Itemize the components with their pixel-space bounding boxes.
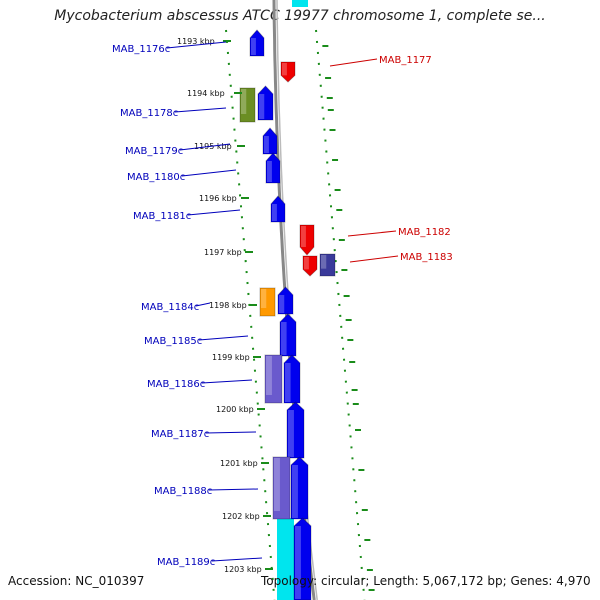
gene-mab-1186c [283, 354, 301, 404]
cyan-segment-top [292, 0, 308, 7]
scale-tick-label: 1199 kbp [212, 353, 250, 362]
leader-line-mab-1186c [201, 379, 253, 384]
leader-line-mab-1182 [347, 230, 397, 237]
gene-feature-purple-2 [272, 456, 291, 520]
scale-tick-label: 1203 kbp [224, 565, 262, 574]
gene-mab-1178c-shine [259, 94, 265, 119]
gene-mab-1180c-shine [267, 161, 272, 182]
inner-dotted-track [225, 29, 276, 600]
gene-mab-1187c-shine [288, 410, 294, 457]
gene-mab-1187c [286, 401, 305, 459]
scale-tick-label: 1194 kbp [187, 89, 225, 98]
scale-tick-label: 1200 kbp [216, 405, 254, 414]
gene-mab-1184c-shine [279, 295, 285, 313]
leader-line-mab-1188c [208, 488, 259, 491]
feature-tracks [225, 0, 366, 600]
gene-feature-orange-shine [261, 289, 267, 308]
gene-mab-1189c [293, 517, 312, 600]
gene-label-mab-1186c: MAB_1186c [147, 379, 205, 390]
gene-mab-1178c [257, 85, 274, 121]
leader-line-mab-1176c [166, 41, 227, 49]
cyan-segment-bottom [277, 518, 294, 600]
gene-label-mab-1176c: MAB_1176c [112, 44, 170, 55]
map-title: Mycobacterium abscessus ATCC 19977 chrom… [54, 8, 546, 24]
gene-label-mab-1189c: MAB_1189c [157, 557, 215, 568]
gene-feature-orange [259, 287, 276, 317]
gene-feature-purple-2-shine [274, 458, 280, 511]
gene-mab-1181c [270, 195, 286, 223]
gene-mab-1181c-shine [272, 204, 277, 221]
leader-line-mab-1177 [329, 58, 378, 67]
gene-label-mab-1184c: MAB_1184c [141, 302, 199, 313]
gene-label-mab-1179c: MAB_1179c [125, 146, 183, 157]
leader-line-mab-1184c [195, 302, 211, 307]
scale-tick-label: 1202 kbp [222, 512, 260, 521]
genome-summary-text: Topology: circular; Length: 5,067,172 bp… [261, 574, 591, 588]
leader-line-mab-1178c [174, 107, 227, 113]
gene-label-mab-1187c: MAB_1187c [151, 429, 209, 440]
gene-mab-1179c-shine [264, 136, 269, 153]
gene-label-mab-1177: MAB_1177 [379, 55, 432, 66]
gene-label-mab-1180c: MAB_1180c [127, 172, 185, 183]
gene-mab-1182b-shine [304, 257, 309, 270]
gene-label-mab-1185c: MAB_1185c [144, 336, 202, 347]
gene-features [239, 29, 336, 600]
gene-mab-1180c [265, 152, 281, 184]
gene-mab-1179c [262, 127, 278, 155]
gene-labels: MAB_1176c MAB_1177 MAB_1178c MAB_1179c MAB_1… [112, 41, 453, 568]
leader-line-mab-1179c [179, 143, 231, 151]
gene-label-mab-1188c: MAB_1188c [154, 486, 212, 497]
gene-mab-1176c-shine [251, 38, 256, 55]
leader-line-mab-1181c [187, 209, 241, 216]
gene-mab-1177 [280, 61, 296, 83]
gene-mab-1189c-shine [295, 526, 301, 599]
leader-line-mab-1189c [211, 557, 263, 562]
gene-mab-1184c [277, 286, 294, 315]
gene-mab-1183 [319, 253, 336, 277]
gene-mab-1185c-shine [281, 322, 287, 355]
gene-feature-olive-shine [241, 89, 247, 114]
leader-line-mab-1185c [198, 335, 249, 341]
gene-label-mab-1183: MAB_1183 [400, 252, 453, 263]
scale-tick-label: 1193 kbp [177, 37, 215, 46]
gene-label-mab-1178c: MAB_1178c [120, 108, 178, 119]
scale-tick-label: 1198 kbp [209, 301, 247, 310]
gene-mab-1188c [290, 456, 309, 520]
leader-line-mab-1183 [349, 255, 399, 263]
gene-mab-1185c [279, 313, 297, 357]
gene-mab-1188c-shine [292, 465, 298, 518]
gene-feature-purple-1-shine [266, 356, 272, 395]
scale-tick-label: 1197 kbp [204, 248, 242, 257]
gene-mab-1182-shine [301, 226, 306, 247]
scale-tick-label: 1196 kbp [199, 194, 237, 203]
gene-label-mab-1181c: MAB_1181c [133, 211, 191, 222]
leader-line-mab-1187c [205, 431, 257, 434]
scale-tick-label: 1201 kbp [220, 459, 258, 468]
leader-line-mab-1180c [181, 169, 237, 177]
gene-mab-1182 [299, 224, 315, 256]
gene-mab-1182b [302, 255, 318, 277]
gene-mab-1177-shine [282, 63, 287, 76]
gene-mab-1186c-shine [285, 363, 291, 402]
accession-text: Accession: NC_010397 [8, 574, 145, 588]
outer-dotted-track [315, 29, 366, 600]
gene-feature-purple-1 [264, 354, 283, 404]
gene-label-mab-1182: MAB_1182 [398, 227, 451, 238]
gene-mab-1176c [249, 29, 265, 57]
gene-feature-olive [239, 87, 256, 123]
gene-mab-1183-shine [321, 255, 327, 269]
